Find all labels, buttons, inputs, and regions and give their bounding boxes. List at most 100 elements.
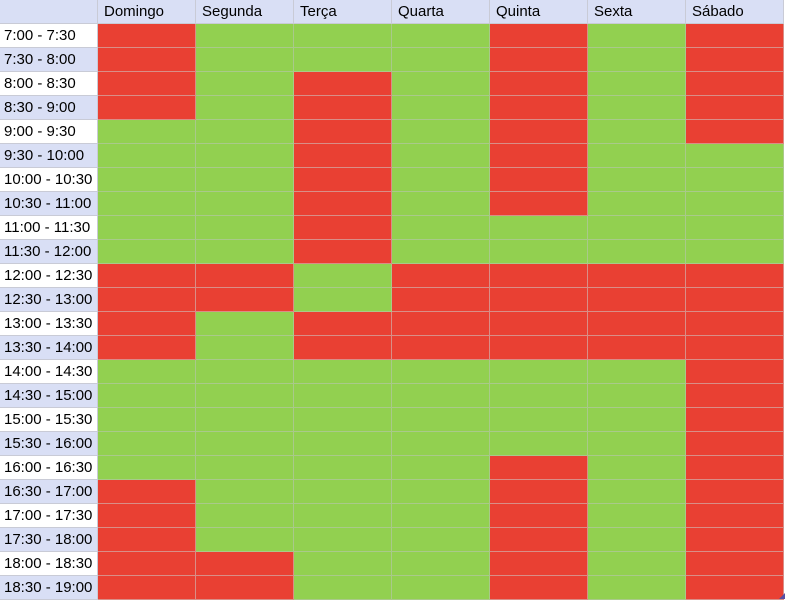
slot-cell-busy[interactable] [588,312,686,336]
slot-cell-free[interactable] [98,144,196,168]
time-label[interactable]: 17:30 - 18:00 [0,528,98,552]
slot-cell-free[interactable] [392,192,490,216]
slot-cell-busy[interactable] [98,528,196,552]
slot-cell-busy[interactable] [294,72,392,96]
slot-cell-busy[interactable] [196,552,294,576]
slot-cell-free[interactable] [196,408,294,432]
slot-cell-busy[interactable] [490,192,588,216]
slot-cell-free[interactable] [490,432,588,456]
slot-cell-busy[interactable] [490,552,588,576]
time-label[interactable]: 16:30 - 17:00 [0,480,98,504]
time-label[interactable]: 11:30 - 12:00 [0,240,98,264]
slot-cell-free[interactable] [392,552,490,576]
time-label[interactable]: 10:30 - 11:00 [0,192,98,216]
time-label[interactable]: 13:30 - 14:00 [0,336,98,360]
slot-cell-free[interactable] [490,384,588,408]
slot-cell-free[interactable] [392,504,490,528]
slot-cell-free[interactable] [490,216,588,240]
slot-cell-free[interactable] [392,456,490,480]
slot-cell-busy[interactable] [490,336,588,360]
slot-cell-free[interactable] [294,384,392,408]
slot-cell-free[interactable] [392,96,490,120]
slot-cell-busy[interactable] [98,504,196,528]
time-label[interactable]: 13:00 - 13:30 [0,312,98,336]
slot-cell-busy[interactable] [392,336,490,360]
slot-cell-free[interactable] [196,312,294,336]
slot-cell-free[interactable] [98,192,196,216]
slot-cell-free[interactable] [686,240,784,264]
time-label[interactable]: 16:00 - 16:30 [0,456,98,480]
slot-cell-busy[interactable] [490,288,588,312]
time-label[interactable]: 17:00 - 17:30 [0,504,98,528]
slot-cell-free[interactable] [392,24,490,48]
slot-cell-busy[interactable] [490,528,588,552]
slot-cell-free[interactable] [588,360,686,384]
slot-cell-busy[interactable] [686,552,784,576]
slot-cell-free[interactable] [686,216,784,240]
slot-cell-busy[interactable] [196,576,294,600]
slot-cell-busy[interactable] [686,24,784,48]
slot-cell-free[interactable] [98,408,196,432]
slot-cell-busy[interactable] [490,24,588,48]
slot-cell-busy[interactable] [98,72,196,96]
slot-cell-busy[interactable] [294,336,392,360]
slot-cell-busy[interactable] [294,120,392,144]
time-label[interactable]: 9:00 - 9:30 [0,120,98,144]
slot-cell-busy[interactable] [98,96,196,120]
slot-cell-busy[interactable] [294,144,392,168]
time-label[interactable]: 18:00 - 18:30 [0,552,98,576]
slot-cell-busy[interactable] [294,312,392,336]
slot-cell-busy[interactable] [686,504,784,528]
slot-cell-busy[interactable] [98,312,196,336]
time-label[interactable]: 8:00 - 8:30 [0,72,98,96]
slot-cell-busy[interactable] [490,264,588,288]
slot-cell-free[interactable] [294,456,392,480]
day-header-2[interactable]: Segunda [196,0,294,24]
slot-cell-free[interactable] [196,72,294,96]
slot-cell-free[interactable] [490,408,588,432]
slot-cell-busy[interactable] [392,312,490,336]
slot-cell-busy[interactable] [294,192,392,216]
slot-cell-free[interactable] [392,240,490,264]
slot-cell-free[interactable] [196,96,294,120]
slot-cell-free[interactable] [588,384,686,408]
slot-cell-busy[interactable] [686,480,784,504]
slot-cell-free[interactable] [196,480,294,504]
slot-cell-free[interactable] [490,360,588,384]
slot-cell-free[interactable] [588,216,686,240]
time-label[interactable]: 14:00 - 14:30 [0,360,98,384]
slot-cell-free[interactable] [392,48,490,72]
slot-cell-busy[interactable] [490,72,588,96]
slot-cell-busy[interactable] [490,120,588,144]
slot-cell-free[interactable] [392,408,490,432]
slot-cell-busy[interactable] [686,96,784,120]
slot-cell-busy[interactable] [686,408,784,432]
slot-cell-free[interactable] [588,168,686,192]
slot-cell-free[interactable] [294,432,392,456]
slot-cell-busy[interactable] [686,360,784,384]
fill-handle-icon[interactable] [779,593,785,599]
slot-cell-free[interactable] [392,120,490,144]
day-header-7[interactable]: Sábado [686,0,784,24]
slot-cell-free[interactable] [686,144,784,168]
slot-cell-free[interactable] [196,216,294,240]
slot-cell-free[interactable] [98,384,196,408]
slot-cell-free[interactable] [588,576,686,600]
slot-cell-free[interactable] [98,360,196,384]
slot-cell-free[interactable] [588,504,686,528]
slot-cell-busy[interactable] [490,312,588,336]
slot-cell-free[interactable] [98,456,196,480]
slot-cell-free[interactable] [588,552,686,576]
slot-cell-busy[interactable] [686,528,784,552]
day-header-5[interactable]: Quinta [490,0,588,24]
slot-cell-free[interactable] [196,192,294,216]
slot-cell-busy[interactable] [686,264,784,288]
slot-cell-busy[interactable] [588,288,686,312]
slot-cell-busy[interactable] [686,288,784,312]
slot-cell-free[interactable] [196,528,294,552]
slot-cell-busy[interactable] [294,240,392,264]
slot-cell-free[interactable] [98,432,196,456]
slot-cell-busy[interactable] [686,312,784,336]
slot-cell-busy[interactable] [98,336,196,360]
slot-cell-busy[interactable] [98,576,196,600]
